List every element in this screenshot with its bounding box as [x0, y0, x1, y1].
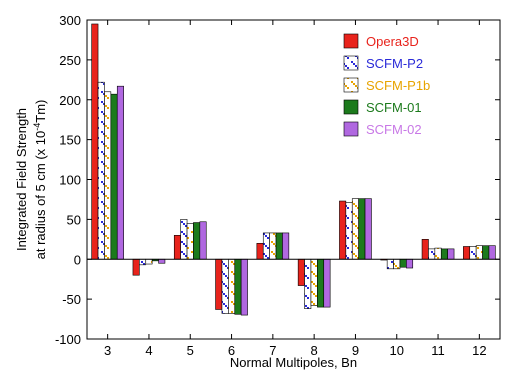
- bar-scfm-02-b4: [158, 258, 166, 264]
- legend-label-scfm-p2: SCFM-P2: [366, 56, 423, 71]
- x-tick-label: 4: [145, 343, 152, 358]
- bar-scfm-p1b-b7: [269, 232, 277, 260]
- bar-scfm-p2-b3: [97, 81, 105, 260]
- bar-scfm-01-b8: [317, 258, 325, 308]
- y-axis-label-line1: Integrated Field Strength: [14, 108, 29, 251]
- bar-scfm-p1b-b3: [104, 91, 112, 260]
- bar-scfm-p1b-b10: [393, 258, 401, 270]
- bar-scfm-p2-b10: [386, 258, 394, 270]
- x-tick-label: 5: [187, 343, 194, 358]
- bar-scfm-01-b10: [399, 258, 407, 268]
- bar-opera3d-b4: [132, 258, 140, 276]
- y-axis-label-line2: at radius of 5 cm (x 10-4Tm): [32, 100, 48, 260]
- bar-scfm-p2-b9: [345, 202, 353, 260]
- legend-label-scfm-p1b: SCFM-P1b: [366, 78, 430, 93]
- x-tick-label: 9: [352, 343, 359, 358]
- bar-opera3d-b5: [173, 235, 181, 260]
- bar-opera3d-b12: [463, 246, 471, 260]
- y-tick-label: 100: [59, 173, 81, 188]
- bar-scfm-p1b-b8: [310, 258, 318, 306]
- y-tick-label: 200: [59, 93, 81, 108]
- bar-opera3d-b9: [339, 200, 347, 260]
- bar-scfm-02-b12: [488, 245, 496, 260]
- legend-swatch-scfm-02: [343, 121, 359, 137]
- bar-opera3d-b7: [256, 243, 264, 260]
- x-axis-label: Normal Multipoles, Bn: [230, 355, 357, 370]
- bar-scfm-01-b11: [440, 248, 448, 260]
- y-tick-label: -50: [62, 292, 81, 307]
- x-tick-label: 3: [104, 343, 111, 358]
- bar-scfm-p2-b12: [469, 246, 477, 260]
- bar-scfm-02-b11: [447, 248, 455, 260]
- bar-scfm-p1b-b5: [186, 223, 194, 260]
- bar-scfm-p2-b4: [139, 258, 147, 266]
- legend: Opera3D SCFM-P2 SCFM-P1b SCFM-01 SCFM-02: [343, 33, 430, 137]
- bar-scfm-p2-b11: [428, 248, 436, 260]
- x-tick-label: 10: [390, 343, 404, 358]
- bar-scfm-p2-b8: [304, 258, 312, 309]
- bar-scfm-p2-b5: [180, 219, 188, 260]
- x-tick-label: 12: [472, 343, 486, 358]
- bar-scfm-02-b5: [199, 221, 207, 260]
- bar-scfm-p1b-b9: [351, 198, 359, 260]
- y-tick-label: 150: [59, 133, 81, 148]
- x-tick-label: 11: [431, 343, 445, 358]
- y-axis: -100 -50 0 50 100 150 200 250 300: [55, 13, 500, 347]
- bar-scfm-p2-b7: [262, 232, 270, 260]
- bars-layer: [91, 23, 496, 316]
- bar-scfm-p2-b6: [221, 258, 229, 314]
- legend-label-scfm-01: SCFM-01: [366, 100, 422, 115]
- y-tick-label: 50: [67, 212, 81, 227]
- legend-label-opera3d: Opera3D: [366, 34, 419, 49]
- bar-scfm-02-b3: [116, 85, 124, 260]
- y-tick-label: 250: [59, 53, 81, 68]
- bar-scfm-01-b5: [193, 222, 201, 260]
- legend-swatch-opera3d: [343, 33, 359, 49]
- bar-scfm-p1b-b4: [145, 258, 153, 265]
- bar-scfm-p1b-b11: [434, 247, 442, 260]
- bar-scfm-01-b3: [110, 93, 118, 260]
- x-axis: 3 4 5 6 7 8 9 10 11 12: [104, 20, 487, 358]
- bar-scfm-01-b6: [234, 258, 242, 315]
- legend-swatch-scfm-01: [343, 99, 359, 115]
- bar-scfm-02-b8: [323, 258, 331, 308]
- legend-swatch-scfm-p2: [343, 55, 359, 71]
- legend-label-scfm-02: SCFM-02: [366, 122, 422, 137]
- bar-opera3d-b6: [215, 258, 223, 310]
- bar-scfm-p1b-b6: [228, 258, 236, 314]
- x-tick-label: 8: [311, 343, 318, 358]
- bar-opera3d-b11: [421, 239, 429, 260]
- y-axis-label-exponent: -4: [32, 123, 42, 131]
- bar-scfm-01-b12: [482, 245, 490, 260]
- y-axis-label-suffix: Tm): [33, 100, 48, 123]
- bar-scfm-02-b7: [282, 232, 290, 260]
- x-tick-label: 7: [269, 343, 276, 358]
- bar-scfm-02-b10: [406, 258, 414, 269]
- legend-swatch-scfm-p1b: [343, 77, 359, 93]
- bar-scfm-01-b7: [275, 232, 283, 260]
- bar-scfm-02-b6: [240, 258, 248, 316]
- plot-frame: [86, 19, 501, 340]
- bar-opera3d-b3: [91, 23, 99, 260]
- bar-scfm-p1b-b12: [475, 245, 483, 260]
- x-tick-label: 6: [228, 343, 235, 358]
- bar-scfm-02-b9: [364, 198, 372, 260]
- y-tick-label: 0: [74, 252, 81, 267]
- y-tick-label: -100: [55, 332, 81, 347]
- y-axis-label-prefix: at radius of 5 cm (x 10: [33, 131, 48, 260]
- y-tick-label: 300: [59, 13, 81, 28]
- bar-opera3d-b8: [297, 258, 305, 286]
- bar-scfm-01-b9: [358, 198, 366, 260]
